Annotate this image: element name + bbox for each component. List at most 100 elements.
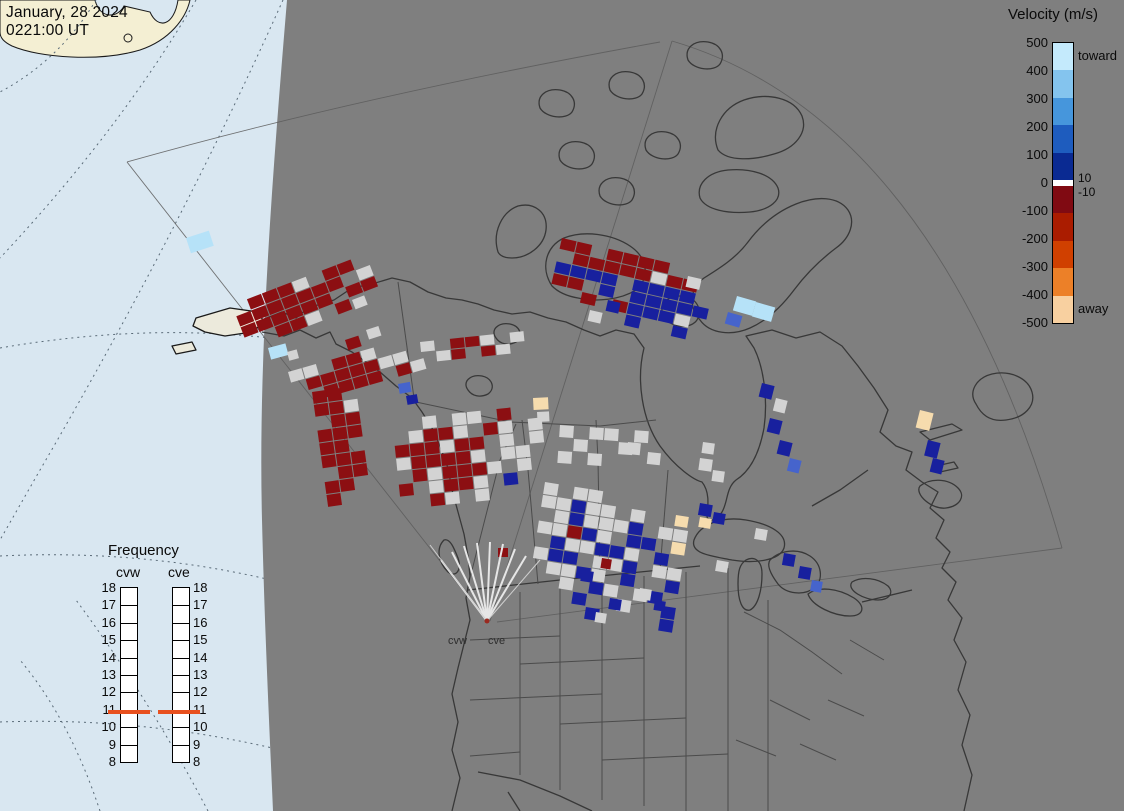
freq-tick-label-right: 15 — [193, 632, 208, 648]
graticule — [0, 0, 321, 811]
radar-echo-cell — [337, 378, 355, 394]
radar-echo-cell — [326, 387, 343, 402]
radar-echo-cell — [638, 588, 652, 601]
radar-echo-cell — [503, 472, 519, 486]
freq-bar-tick — [173, 605, 189, 607]
radar-echo-cell — [637, 255, 655, 271]
map-radar-label-cve: cve — [488, 635, 506, 647]
velocity-tick-label: -400 — [1021, 287, 1048, 302]
radar-echo-cell — [312, 390, 328, 404]
radar-echo-cell — [454, 438, 470, 452]
radar-echo-cell — [328, 400, 345, 415]
radar-echo-cell — [464, 335, 480, 348]
radar-echo-cell — [670, 325, 688, 340]
radar-echo-cell — [619, 573, 636, 588]
radar-echo-cell — [664, 580, 680, 595]
radar-echo-cell — [261, 288, 280, 304]
radar-echo-cell — [274, 321, 293, 338]
freq-tick-label-right: 12 — [193, 684, 208, 700]
radar-echo-cell — [929, 458, 945, 475]
radar-echo-cell — [304, 310, 323, 326]
radar-echo-cell — [587, 453, 603, 466]
radar-echo-cell — [605, 299, 621, 314]
radar-echo-cell — [313, 402, 330, 417]
radar-echo-cell — [541, 494, 557, 509]
radar-echo-cell — [331, 355, 348, 371]
radar-echo-cell — [629, 291, 647, 306]
radar-echo-cell — [425, 454, 442, 468]
radar-echo-cell — [348, 363, 366, 378]
radar-echo-cell — [326, 493, 343, 507]
radar-echo-cell — [594, 612, 607, 624]
radar-echo-cell — [596, 529, 612, 544]
radar-echo-cell — [486, 460, 503, 475]
radar-echo-cell — [666, 567, 682, 582]
freq-tick-label-left: 14 — [101, 649, 116, 665]
radar-echo-cell — [420, 340, 435, 352]
freq-bar-tick — [173, 692, 189, 694]
freq-bar-tick — [173, 675, 189, 676]
radar-echo-cell — [320, 371, 337, 386]
radar-echo-cell — [676, 301, 694, 316]
radar-echo-cell — [443, 478, 459, 492]
radar-echo-cell — [623, 314, 642, 329]
freq-tick-label-right: 16 — [193, 614, 208, 630]
time-label: 0221:00 UT — [6, 22, 89, 39]
radar-echo-cell — [642, 306, 660, 321]
radar-echo-cell — [589, 427, 604, 441]
radar-echo-cell — [324, 480, 341, 494]
radar-echo-cell — [466, 410, 482, 425]
radar-echo-cell — [580, 570, 594, 583]
radar-echo-cell — [325, 276, 344, 293]
radar-echo-cell — [424, 441, 440, 455]
radar-echo-cell — [715, 560, 729, 573]
velocity-colorbar-segment — [1053, 240, 1073, 269]
radar-echo-cell — [570, 499, 587, 514]
radar-echo-cell — [600, 504, 617, 519]
radar-echo-cell — [786, 458, 802, 474]
radar-echo-cell — [347, 424, 363, 439]
radar-echo-cell — [496, 407, 512, 421]
velocity-colorbar-segment — [1053, 43, 1073, 71]
radar-echo-cell — [598, 283, 616, 298]
velocity-tick-label: -200 — [1021, 231, 1048, 246]
radar-echo-cell — [594, 542, 610, 557]
radar-echo-cell — [409, 442, 425, 457]
freq-bar-tick — [173, 744, 189, 746]
radar-echo-cell — [266, 299, 285, 316]
date-label: January, 28 2024 — [6, 4, 128, 21]
radar-echo-cell — [634, 267, 652, 282]
radar-echo-cell — [428, 480, 444, 494]
radar-echo-cell — [672, 528, 689, 543]
radar-echo-cell — [619, 264, 637, 279]
radar-echo-cell — [352, 374, 369, 390]
radar-origin-fan — [429, 541, 541, 624]
radar-echo-cell — [772, 398, 788, 414]
radar-echo-cell — [564, 538, 581, 553]
freq-bar-tick — [121, 675, 137, 676]
velocity-legend: Velocity (m/s) toward 10 -10 away 500 400… — [1000, 4, 1124, 340]
radar-echo-cell — [924, 440, 941, 459]
radar-echo-cell — [300, 299, 319, 315]
radar-echo-cell — [751, 302, 776, 322]
radar-echo-cell — [528, 430, 545, 444]
radar-echo-cell — [281, 293, 300, 310]
radar-echo-cell — [673, 313, 691, 328]
radar-echo-cell — [334, 439, 350, 454]
radar-echo-cell — [442, 465, 458, 479]
radar-echo-cell — [572, 486, 589, 501]
freq-bar-tick — [173, 640, 189, 642]
radar-echo-cell — [398, 483, 414, 497]
radar-echo-cell — [429, 492, 446, 507]
radar-echo-cell — [633, 430, 649, 444]
freq-marker — [158, 709, 200, 714]
radar-echo-cell — [444, 491, 461, 505]
radar-echo-cell — [621, 252, 639, 267]
radar-echo-cell — [604, 428, 619, 442]
radar-echo-cell — [236, 310, 255, 327]
freq-bar-tick — [121, 657, 137, 659]
velocity-colorbar-segment — [1053, 180, 1073, 186]
radar-echo-cell — [287, 368, 305, 383]
freq-tick-label-right: 17 — [193, 597, 208, 613]
